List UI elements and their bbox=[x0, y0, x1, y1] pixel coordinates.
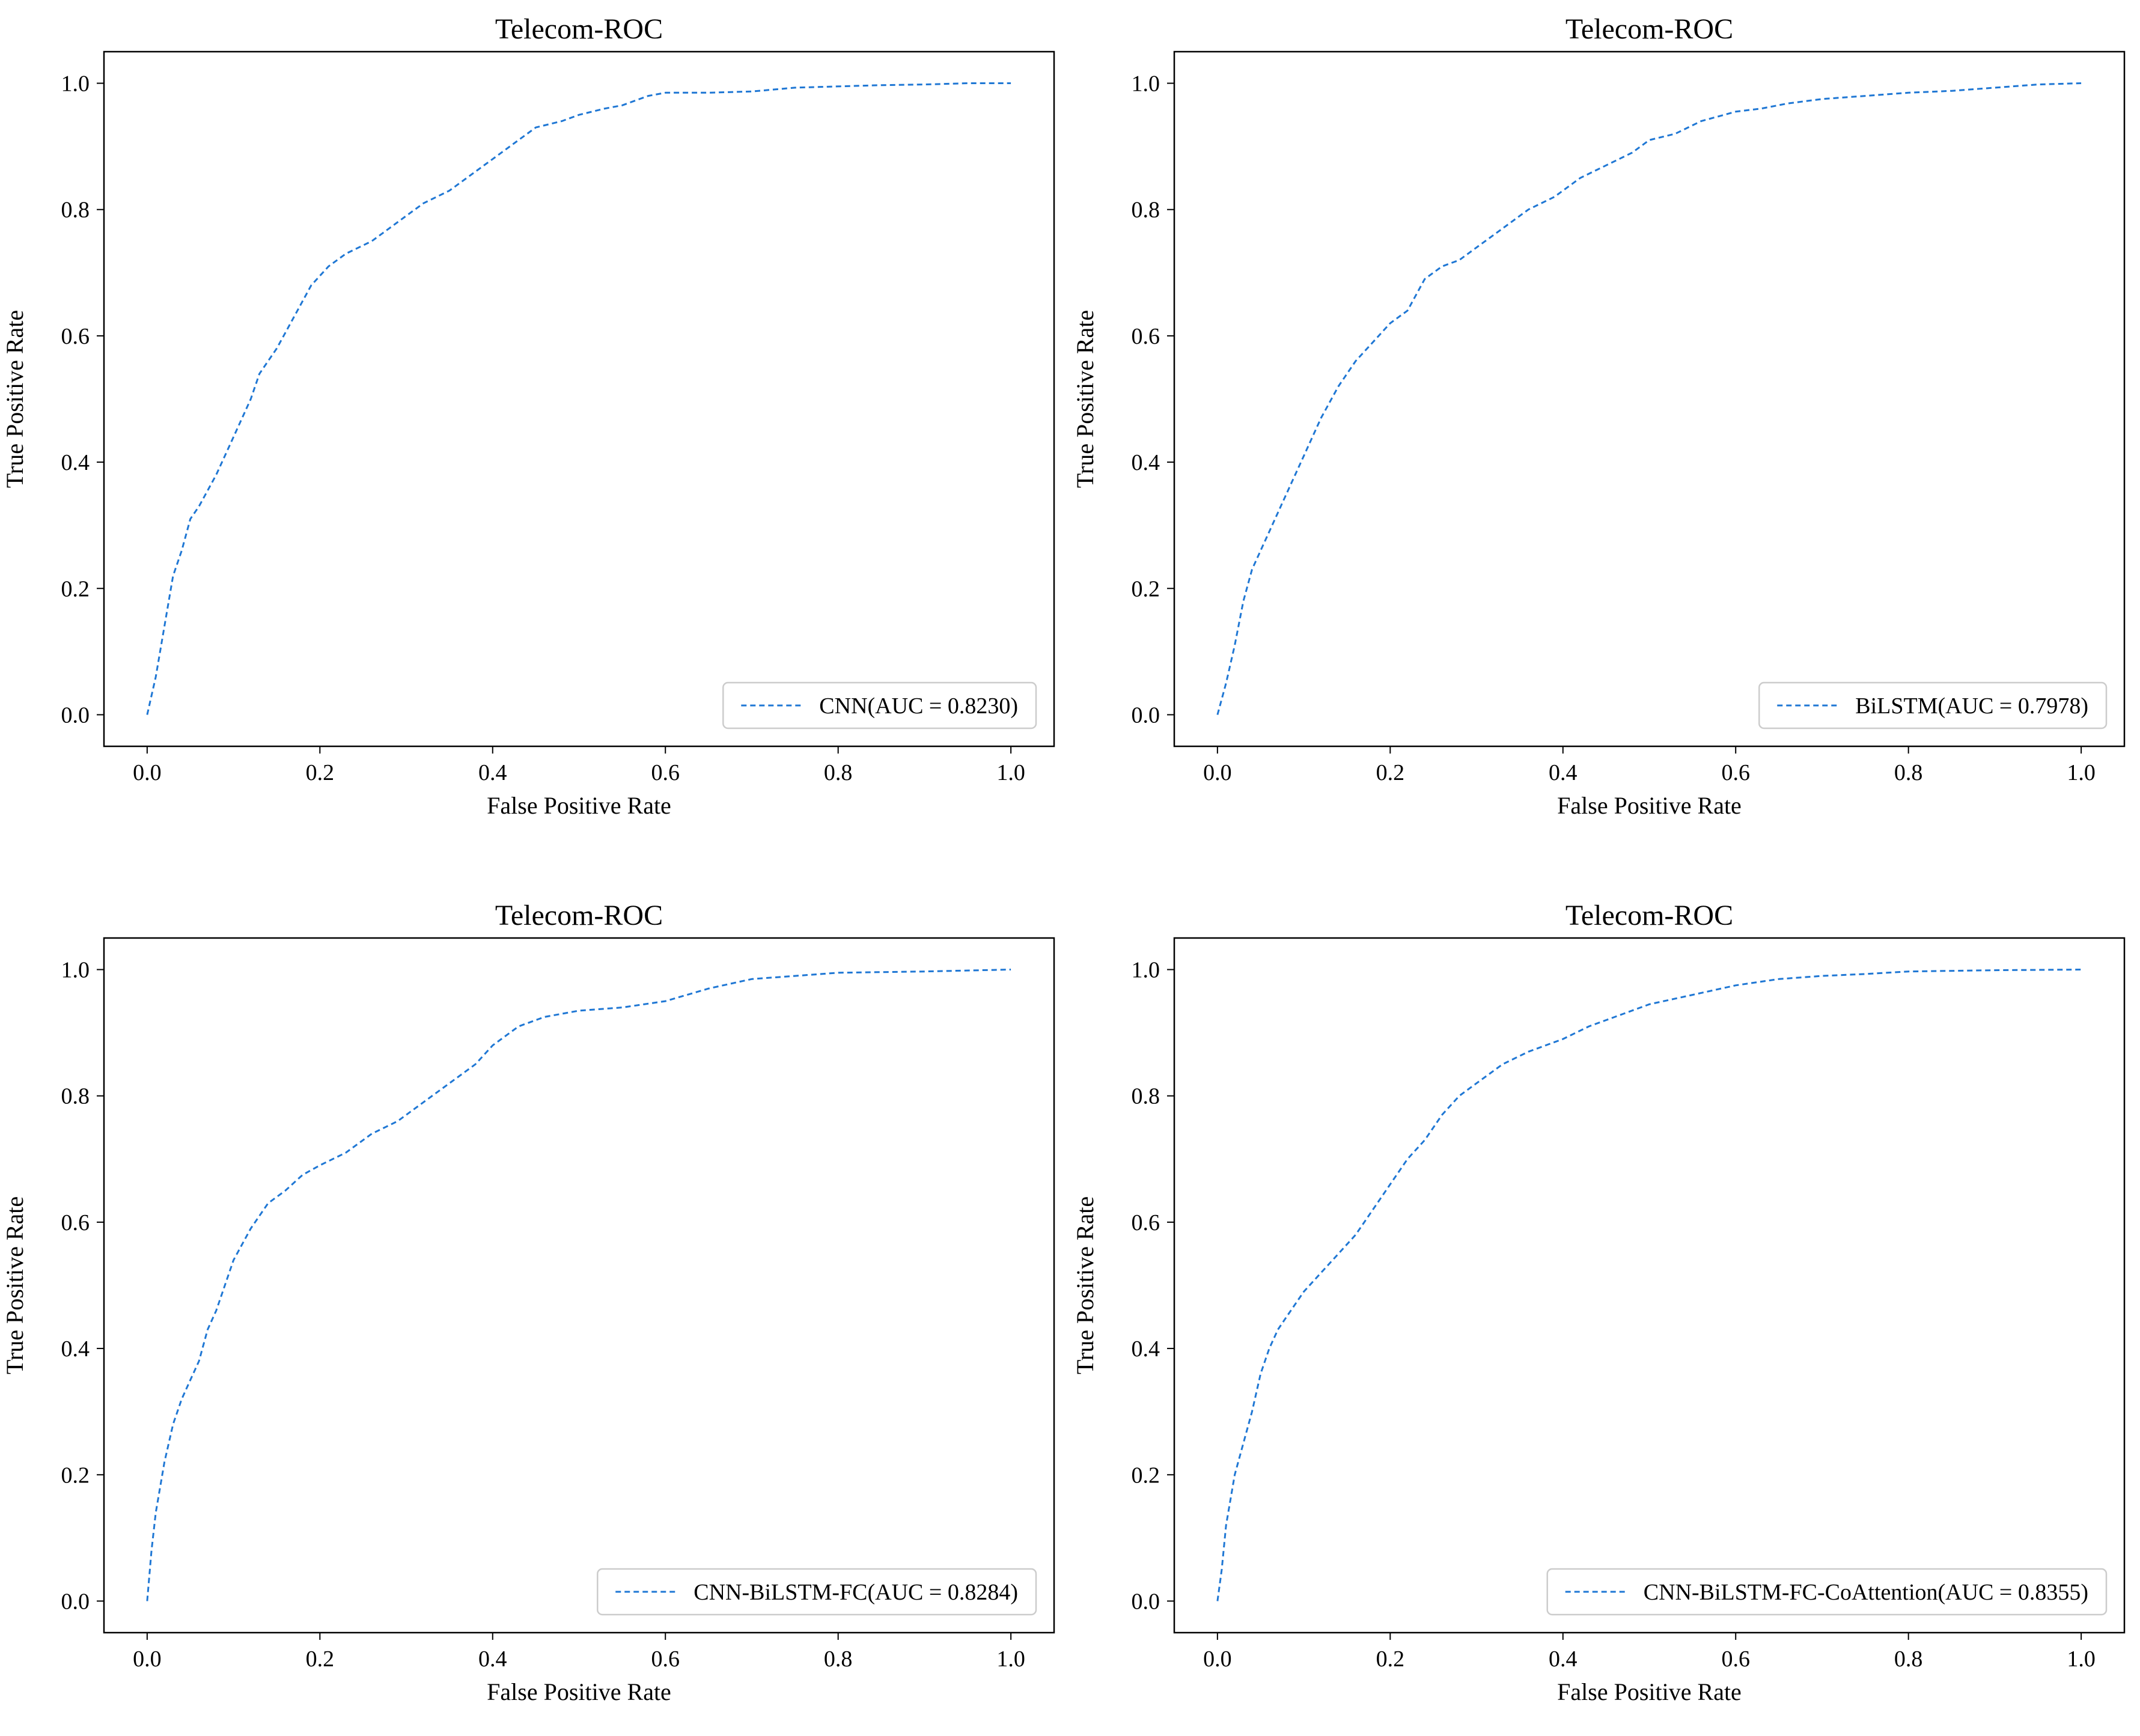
roc-curve-line bbox=[1216, 969, 2082, 1601]
x-tick-label: 0.8 bbox=[824, 760, 853, 785]
axes-frame bbox=[1173, 50, 2126, 748]
legend-label: CNN(AUC = 0.8230) bbox=[819, 693, 1018, 719]
x-tick-label: 0.0 bbox=[1203, 760, 1232, 785]
legend-box bbox=[1758, 681, 2108, 729]
y-tick-label: 1.0 bbox=[61, 72, 90, 97]
x-tick-label: 0.0 bbox=[133, 760, 162, 785]
y-tick-label: 0.4 bbox=[1132, 450, 1160, 475]
x-tick-label: 0.2 bbox=[1376, 760, 1405, 785]
y-tick-label: 0.8 bbox=[61, 1084, 90, 1109]
roc-panel-2: Telecom-ROC 0.0 0.2 0.4 0.6 0.8 1.0 0.0 0.2 0.4 0.… bbox=[1072, 13, 2126, 819]
y-tick-label: 0.2 bbox=[61, 576, 90, 602]
y-tick-label: 1.0 bbox=[61, 958, 90, 983]
y-tick-label: 0.2 bbox=[1132, 576, 1160, 602]
roc-curve-line bbox=[146, 82, 1011, 715]
y-tick-label: 0.0 bbox=[61, 702, 90, 728]
y-axis-label: True Positive Rate bbox=[1072, 310, 1099, 488]
y-tick-label: 0.6 bbox=[1132, 1210, 1160, 1235]
x-axis-label: False Positive Rate bbox=[1557, 1678, 1742, 1705]
chart-title: Telecom-ROC bbox=[1565, 13, 1733, 45]
y-tick-label: 0.0 bbox=[1132, 1589, 1160, 1614]
y-axis-label: True Positive Rate bbox=[1, 310, 28, 488]
y-tick-label: 0.2 bbox=[61, 1463, 90, 1488]
axes-frame bbox=[1173, 937, 2126, 1634]
x-tick-label: 0.2 bbox=[306, 760, 335, 785]
legend-box bbox=[597, 1568, 1037, 1616]
legend-box bbox=[1546, 1568, 2108, 1616]
x-tick-label: 0.2 bbox=[306, 1646, 335, 1672]
y-tick-label: 0.8 bbox=[61, 198, 90, 223]
x-tick-label: 0.6 bbox=[651, 760, 680, 785]
legend: CNN-BiLSTM-FC(AUC = 0.8284) bbox=[597, 1568, 1037, 1616]
roc-panel-3: Telecom-ROC 0.0 0.2 0.4 0.6 0.8 1.0 0.0 0.2 0.4 0.… bbox=[1, 900, 1055, 1705]
x-tick-label: 0.4 bbox=[478, 1646, 507, 1672]
legend-label: CNN-BiLSTM-FC(AUC = 0.8284) bbox=[694, 1580, 1018, 1605]
x-tick-label: 0.0 bbox=[1203, 1646, 1232, 1672]
axes-frame bbox=[103, 50, 1055, 748]
y-tick-label: 0.6 bbox=[61, 1210, 90, 1235]
roc-curve-line bbox=[1216, 82, 2082, 715]
y-tick-label: 0.2 bbox=[1132, 1463, 1160, 1488]
x-tick-label: 1.0 bbox=[996, 760, 1025, 785]
x-tick-label: 0.6 bbox=[1721, 1646, 1750, 1672]
y-axis-label: True Positive Rate bbox=[1, 1196, 28, 1374]
y-tick-label: 0.0 bbox=[1132, 702, 1160, 728]
x-axis-label: False Positive Rate bbox=[487, 1678, 671, 1705]
x-tick-label: 0.6 bbox=[651, 1646, 680, 1672]
legend-label: CNN-BiLSTM-FC-CoAttention(AUC = 0.8355) bbox=[1644, 1580, 2088, 1605]
chart-title: Telecom-ROC bbox=[495, 900, 663, 931]
y-tick-label: 0.6 bbox=[1132, 324, 1160, 349]
x-tick-label: 0.8 bbox=[824, 1646, 853, 1672]
x-axis-label: False Positive Rate bbox=[1557, 792, 1742, 819]
legend: CNN-BiLSTM-FC-CoAttention(AUC = 0.8355) bbox=[1546, 1568, 2108, 1616]
x-tick-label: 0.2 bbox=[1376, 1646, 1405, 1672]
roc-panel-1: Telecom-ROC 0.0 0.2 0.4 0.6 0.8 1.0 0.0 0.2 0.4 0.… bbox=[1, 13, 1055, 819]
axes-frame bbox=[103, 937, 1055, 1634]
legend-label: BiLSTM(AUC = 0.7978) bbox=[1855, 693, 2088, 719]
y-tick-label: 1.0 bbox=[1132, 958, 1160, 983]
x-tick-label: 1.0 bbox=[996, 1646, 1025, 1672]
chart-title: Telecom-ROC bbox=[1565, 900, 1733, 931]
roc-panel-4: Telecom-ROC 0.0 0.2 0.4 0.6 0.8 1.0 0.0 0.2 0.4 0.… bbox=[1072, 900, 2126, 1705]
y-tick-label: 0.0 bbox=[61, 1589, 90, 1614]
y-axis-label: True Positive Rate bbox=[1072, 1196, 1099, 1374]
y-tick-label: 1.0 bbox=[1132, 72, 1160, 97]
legend-box bbox=[722, 681, 1037, 729]
chart-title: Telecom-ROC bbox=[495, 13, 663, 45]
x-tick-label: 0.8 bbox=[1894, 1646, 1923, 1672]
x-tick-label: 0.8 bbox=[1894, 760, 1923, 785]
y-tick-label: 0.4 bbox=[1132, 1336, 1160, 1362]
legend: CNN(AUC = 0.8230) bbox=[722, 681, 1037, 729]
x-tick-label: 0.4 bbox=[478, 760, 507, 785]
y-tick-label: 0.4 bbox=[61, 450, 90, 475]
x-tick-label: 1.0 bbox=[2067, 1646, 2096, 1672]
x-tick-label: 0.4 bbox=[1549, 760, 1578, 785]
x-tick-label: 0.6 bbox=[1721, 760, 1750, 785]
x-tick-label: 0.0 bbox=[133, 1646, 162, 1672]
x-axis-label: False Positive Rate bbox=[487, 792, 671, 819]
x-tick-label: 0.4 bbox=[1549, 1646, 1578, 1672]
roc-curve-line bbox=[146, 969, 1011, 1601]
legend: BiLSTM(AUC = 0.7978) bbox=[1758, 681, 2108, 729]
x-tick-label: 1.0 bbox=[2067, 760, 2096, 785]
y-tick-label: 0.8 bbox=[1132, 198, 1160, 223]
y-tick-label: 0.8 bbox=[1132, 1084, 1160, 1109]
y-tick-label: 0.4 bbox=[61, 1336, 90, 1362]
y-tick-label: 0.6 bbox=[61, 324, 90, 349]
